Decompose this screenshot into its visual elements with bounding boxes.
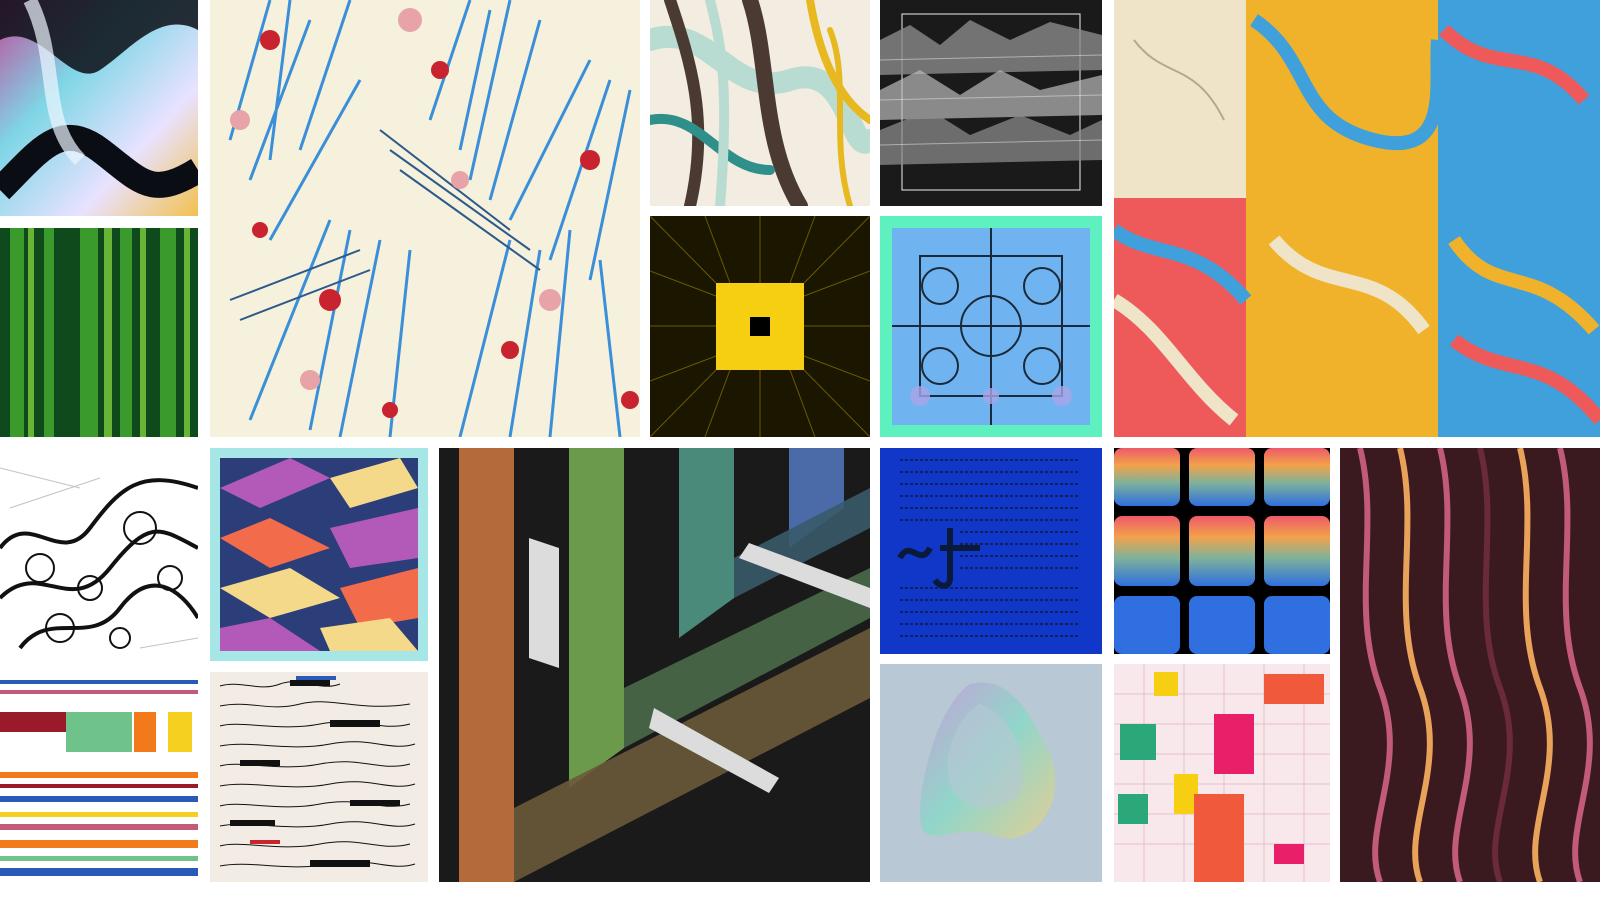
artwork-blue-floral-bursts[interactable]: [210, 0, 640, 437]
isometric-city-image: [1114, 664, 1330, 882]
artwork-oil-slick[interactable]: [880, 664, 1102, 882]
artwork-isometric-city[interactable]: [1114, 664, 1330, 882]
artwork-mint-ornament[interactable]: [880, 216, 1102, 437]
flowing-stripes-image: [650, 0, 870, 206]
marbled-quilt-image: [1114, 0, 1600, 437]
artwork-grey-ridges[interactable]: [880, 0, 1102, 206]
isometric-blocks-image: [210, 448, 428, 661]
artwork-iridescent-waves[interactable]: [0, 0, 198, 216]
rainbow-corridor-image: [439, 448, 870, 882]
grey-ridges-image: [880, 0, 1102, 206]
artwork-marbled-quilt[interactable]: [1114, 0, 1600, 437]
artwork-green-circuit[interactable]: [0, 228, 198, 437]
gradient-grid-image: [1114, 448, 1330, 654]
artwork-rainbow-corridor[interactable]: [439, 448, 870, 882]
iridescent-waves-image: [0, 0, 198, 216]
artwork-flowing-stripes[interactable]: [650, 0, 870, 206]
oil-slick-image: [880, 664, 1102, 882]
artwork-yellow-square-tunnel[interactable]: [650, 216, 870, 437]
artwork-handwriting-redacted[interactable]: [210, 672, 428, 882]
artwork-pink-wave-weave[interactable]: [1340, 448, 1600, 882]
ink-swirls-image: [0, 448, 198, 661]
mint-ornament-image: [880, 216, 1102, 437]
artwork-horizontal-stripes[interactable]: [0, 672, 198, 882]
horizontal-stripes-image: [0, 672, 198, 882]
artwork-black-ink-swirls[interactable]: [0, 448, 198, 661]
artwork-blue-script[interactable]: [880, 448, 1102, 654]
pink-wave-image: [1340, 448, 1600, 882]
green-circuit-image: [0, 228, 198, 437]
handwriting-image: [210, 672, 428, 882]
artwork-isometric-blocks[interactable]: [210, 448, 428, 661]
blue-script-image: [880, 448, 1102, 654]
blue-floral-image: [210, 0, 640, 437]
yellow-tunnel-image: [650, 216, 870, 437]
artwork-gradient-grid[interactable]: [1114, 448, 1330, 654]
